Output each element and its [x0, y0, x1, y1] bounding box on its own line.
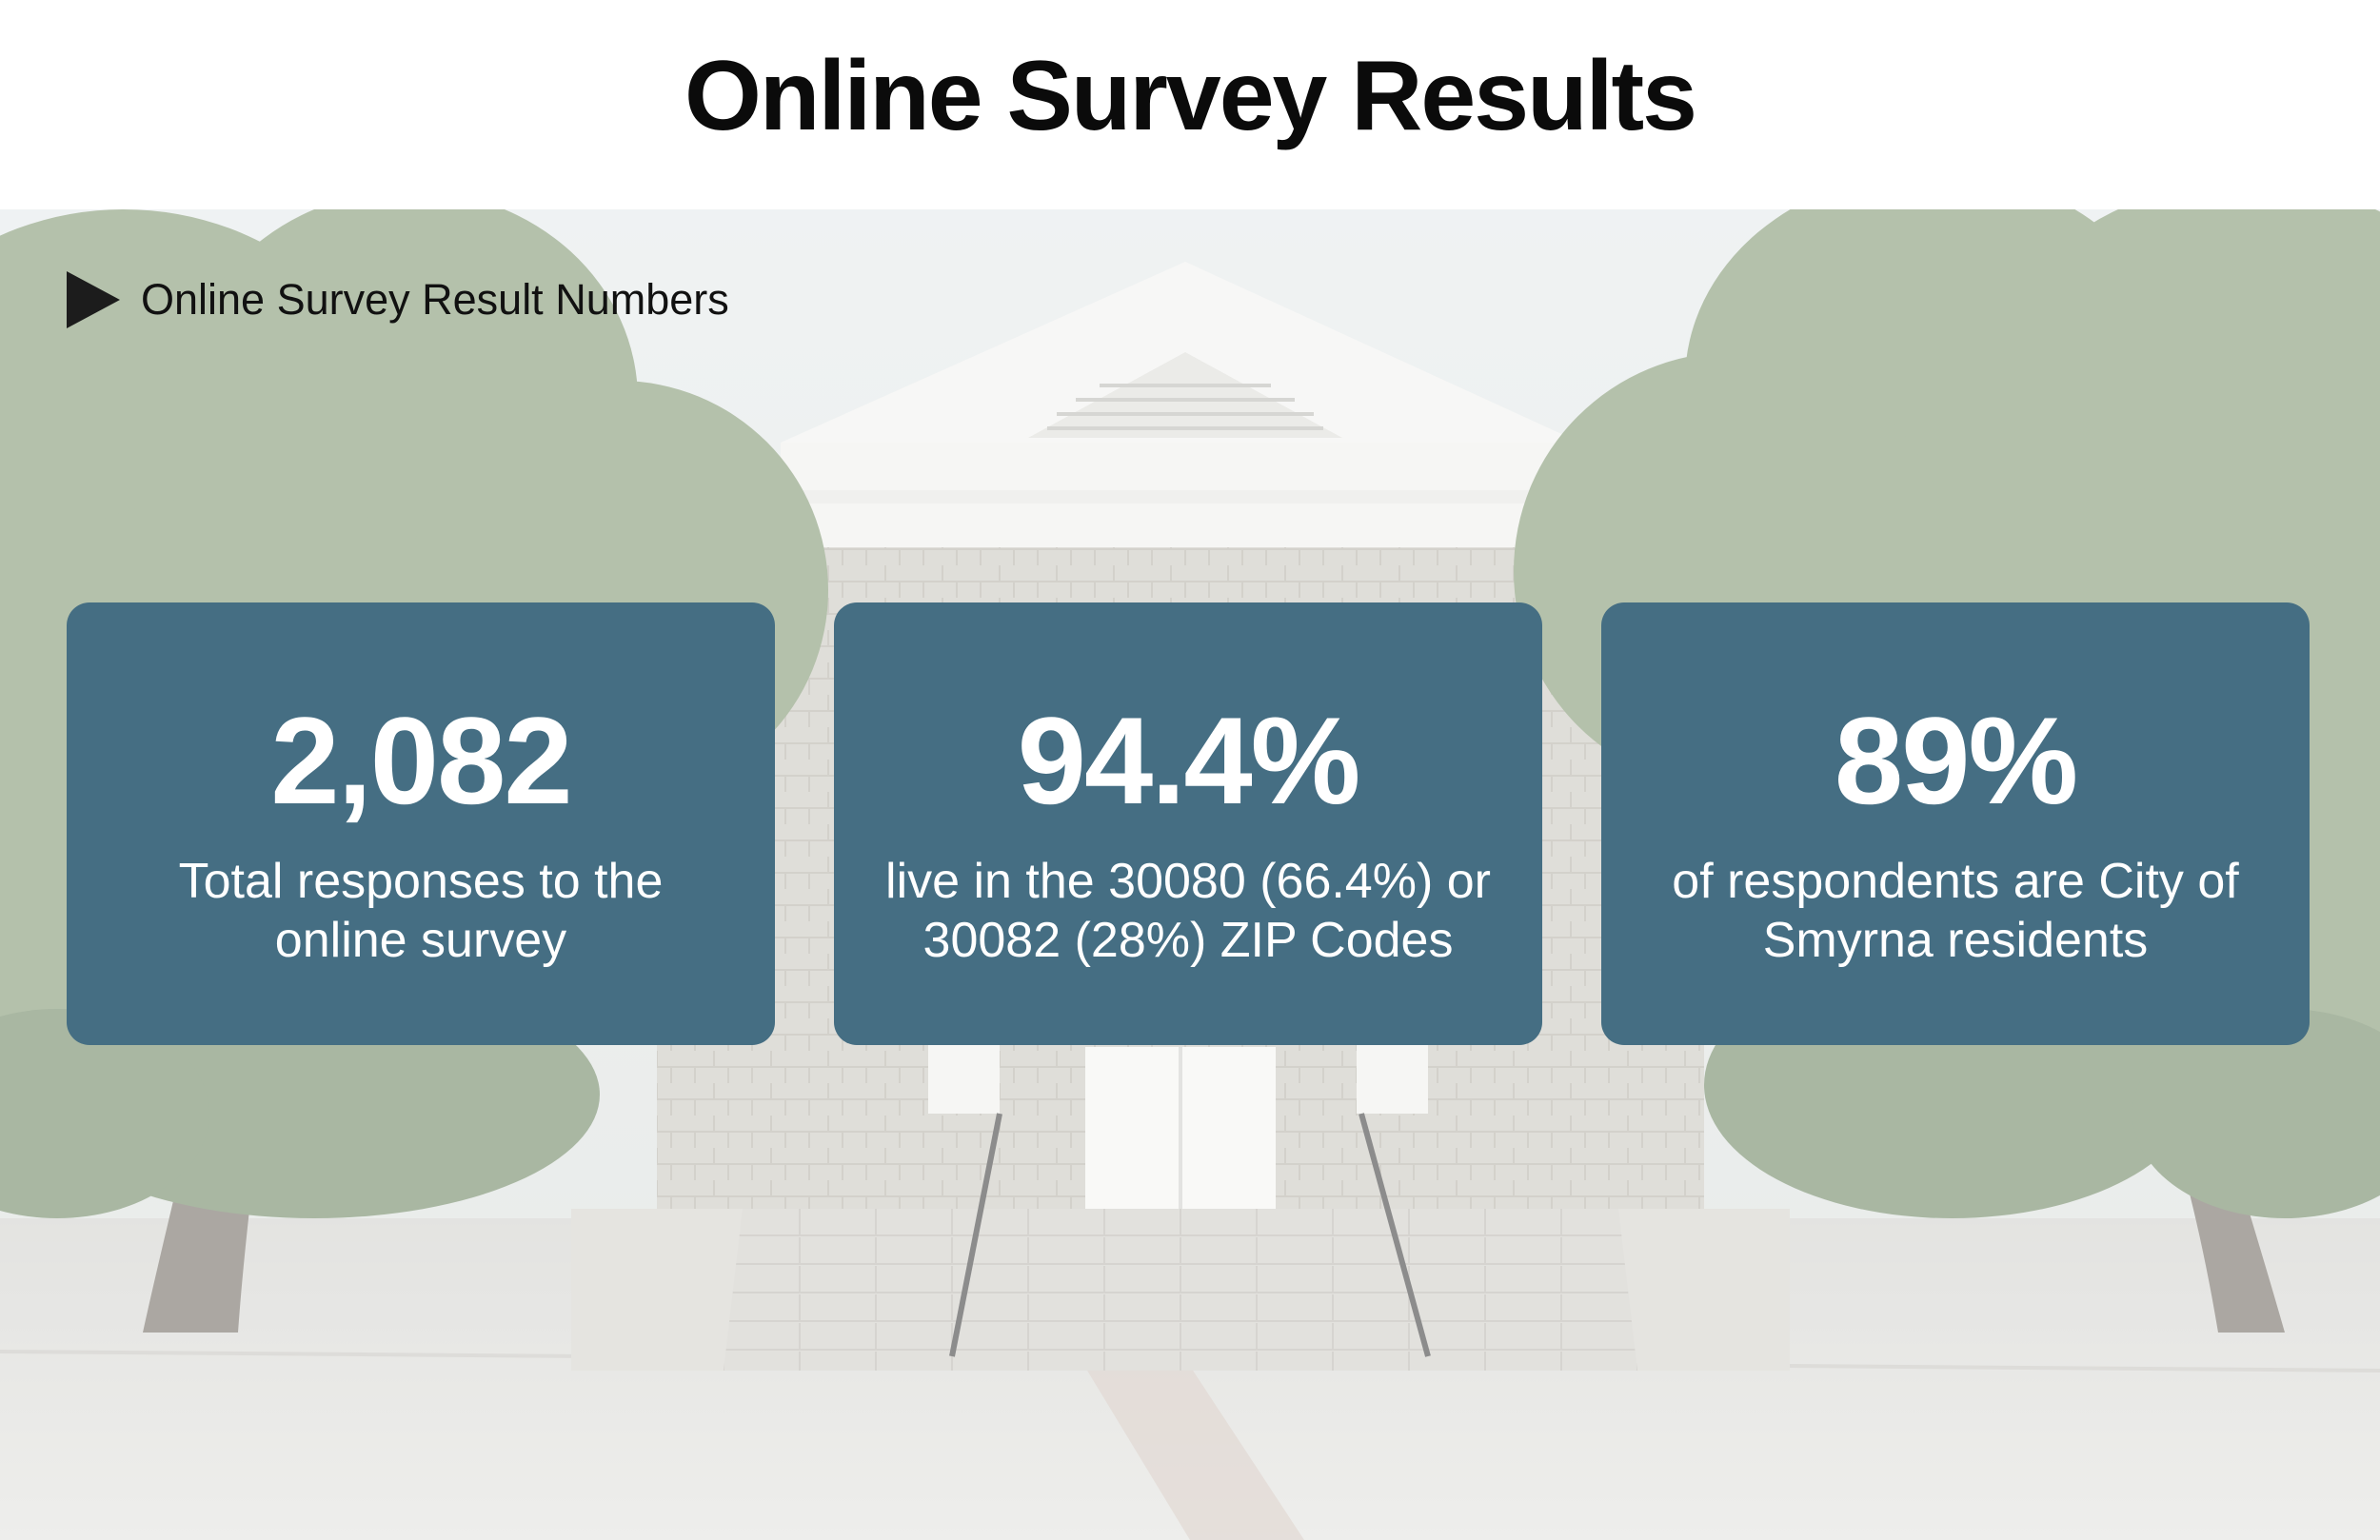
stat-description-line: online survey	[274, 913, 567, 969]
play-triangle-icon	[67, 271, 120, 328]
stat-card-residents: 89% of respondents are City of Smyrna re…	[1601, 602, 2310, 1045]
title-bar: Online Survey Results	[0, 0, 2380, 209]
stat-value: 89%	[1834, 691, 2078, 830]
stat-description: of respondents are City of Smyrna reside…	[1620, 852, 2291, 971]
section-label: Online Survey Result Numbers	[67, 271, 729, 328]
stat-description-line: live in the 30080 (66.4%) or	[885, 854, 1491, 909]
stat-card-total-responses: 2,082 Total responses to the online surv…	[67, 602, 775, 1045]
stat-description-line: Total responses to the	[178, 854, 664, 909]
section-label-text: Online Survey Result Numbers	[141, 275, 729, 324]
stat-description-line: Smyrna residents	[1762, 913, 2149, 969]
stat-value: 2,082	[270, 691, 572, 830]
page-title: Online Survey Results	[684, 40, 1697, 151]
stat-value: 94.4%	[1017, 691, 1361, 830]
stat-description-line: of respondents are City of	[1672, 854, 2239, 909]
stat-description-line: 30082 (28%) ZIP Codes	[922, 913, 1454, 969]
stat-description: Total responses to the online survey	[86, 852, 756, 971]
stat-card-zip-codes: 94.4% live in the 30080 (66.4%) or 30082…	[834, 602, 1542, 1045]
stat-description: live in the 30080 (66.4%) or 30082 (28%)…	[853, 852, 1523, 971]
